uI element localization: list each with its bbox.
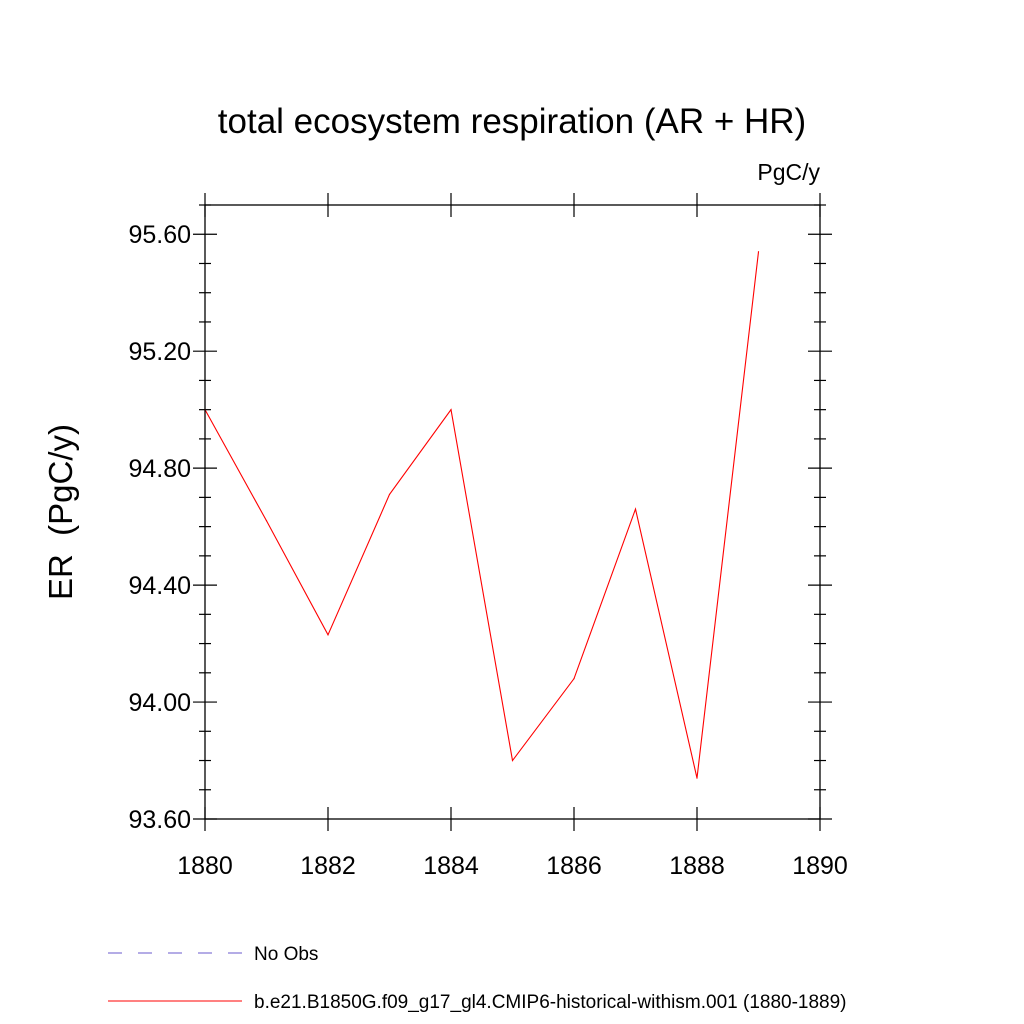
- x-tick-label: 1890: [792, 852, 848, 880]
- chart-title: total ecosystem respiration (AR + HR): [218, 102, 806, 141]
- legend: No Obs b.e21.B1850G.f09_g17_gl4.CMIP6-his…: [108, 944, 847, 1013]
- data-point: [388, 493, 391, 496]
- axis-ticks: 93.60 94.00 94.40 94.80 95.20 95.60 1880 1882 18…: [128, 193, 848, 880]
- legend-label: No Obs: [254, 944, 318, 965]
- data-point: [757, 251, 760, 253]
- plot-frame: [204, 204, 821, 820]
- y-tick-label: 95.20: [128, 338, 191, 366]
- data-point: [265, 520, 268, 522]
- y-tick-label: 93.60: [128, 806, 191, 834]
- data-point: [327, 634, 329, 636]
- y-tick-label: 94.40: [128, 572, 191, 600]
- x-tick-label: 1882: [300, 852, 356, 880]
- x-tick-label: 1880: [177, 852, 233, 880]
- data-point: [511, 759, 514, 762]
- series-layer: [204, 251, 760, 779]
- y-tick-label: 94.80: [128, 455, 191, 483]
- x-tick-label: 1886: [546, 852, 602, 880]
- x-tick-label: 1884: [423, 852, 479, 880]
- legend-label: b.e21.B1850G.f09_g17_gl4.CMIP6-historica…: [254, 992, 847, 1013]
- y-tick-label: 94.00: [128, 689, 191, 717]
- series-line: [204, 251, 760, 779]
- data-point: [696, 777, 698, 779]
- x-tick-label: 1888: [669, 852, 725, 880]
- data-point: [450, 409, 452, 411]
- units-label: PgC/y: [757, 159, 820, 185]
- data-point: [634, 508, 637, 510]
- y-tick-label: 95.60: [128, 221, 191, 249]
- data-point: [573, 678, 575, 680]
- y-axis-label: ER (PgC/y): [42, 424, 79, 600]
